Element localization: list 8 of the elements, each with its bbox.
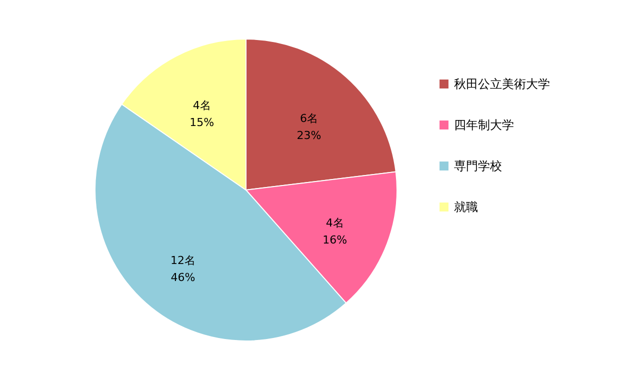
data-label: 4名 15% [190, 98, 214, 129]
data-label: 6名 23% [296, 112, 322, 142]
data-label: 4名 16% [322, 216, 348, 247]
data-label: 12名 46% [170, 254, 196, 284]
legend-label: 秋田公立美術大学 [454, 77, 550, 91]
legend-label: 就職 [454, 200, 478, 214]
legend-label: 専門学校 [454, 159, 502, 173]
legend-label: 四年制大学 [454, 118, 514, 132]
